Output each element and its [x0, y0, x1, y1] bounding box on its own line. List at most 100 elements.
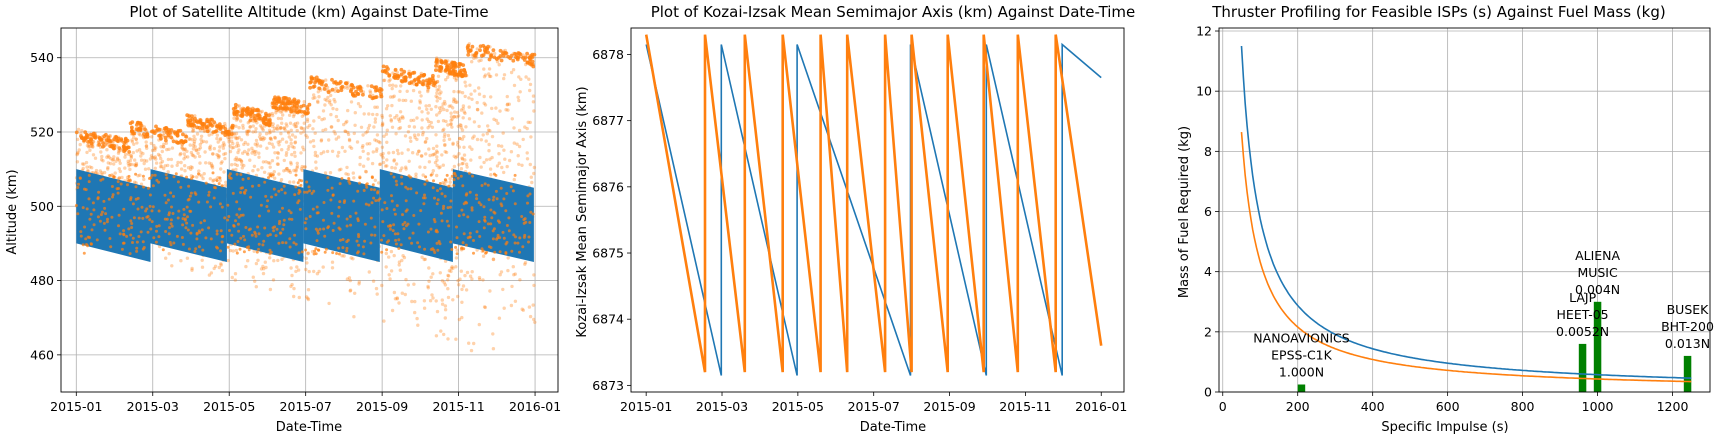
altitude-orange-point [394, 132, 398, 136]
altitude-orange-point [223, 216, 227, 220]
altitude-orange-point [164, 201, 168, 205]
altitude-orange-point [385, 140, 389, 144]
altitude-orange-point [501, 51, 505, 56]
altitude-orange-point [189, 165, 193, 169]
altitude-orange-point [311, 207, 315, 211]
altitude-orange-point [406, 148, 410, 152]
thruster-bar-label-line: BHT-200 [1661, 319, 1714, 334]
altitude-orange-point [492, 195, 496, 199]
altitude-orange-point [414, 172, 418, 176]
altitude-y-tick-label: 480 [30, 273, 54, 288]
altitude-orange-point [487, 149, 491, 153]
altitude-orange-point [505, 164, 509, 169]
altitude-orange-point [253, 279, 257, 283]
altitude-orange-point [374, 85, 379, 89]
altitude-orange-point [254, 285, 258, 289]
semimajor-blue-line [645, 42, 1102, 376]
altitude-orange-point [460, 91, 465, 95]
altitude-orange-point [440, 279, 445, 283]
altitude-orange-point [96, 215, 100, 219]
altitude-orange-point [415, 191, 419, 195]
altitude-orange-point [278, 126, 282, 131]
altitude-orange-point [175, 133, 180, 138]
altitude-orange-point [268, 136, 272, 141]
altitude-orange-point [293, 154, 297, 158]
altitude-orange-point [412, 118, 416, 123]
altitude-orange-point [420, 110, 424, 114]
altitude-orange-point [491, 332, 495, 336]
altitude-orange-point [381, 220, 385, 224]
altitude-orange-point [101, 144, 105, 149]
altitude-orange-point [377, 181, 381, 185]
altitude-orange-point [236, 222, 240, 226]
altitude-orange-point [337, 150, 341, 155]
altitude-orange-point [482, 160, 486, 165]
altitude-orange-point [478, 155, 482, 160]
altitude-orange-point [259, 203, 263, 207]
altitude-orange-point [479, 203, 483, 207]
altitude-orange-point [396, 117, 401, 121]
altitude-orange-point [292, 241, 296, 245]
altitude-orange-point [327, 101, 332, 105]
altitude-orange-point [393, 166, 397, 170]
altitude-orange-point [276, 162, 280, 166]
altitude-orange-point [239, 173, 243, 176]
altitude-orange-point [295, 164, 300, 168]
altitude-x-tick-label: 2015-09 [356, 399, 408, 414]
altitude-orange-point [347, 179, 351, 183]
altitude-orange-point [273, 135, 277, 140]
altitude-orange-point [250, 233, 254, 237]
altitude-orange-point [310, 76, 314, 81]
altitude-orange-point [397, 301, 401, 305]
altitude-orange-point [338, 238, 342, 242]
altitude-orange-point [441, 102, 445, 106]
altitude-orange-point [346, 172, 350, 177]
altitude-orange-point [373, 178, 377, 182]
altitude-orange-point [345, 165, 349, 170]
altitude-orange-point [152, 146, 157, 151]
altitude-orange-point [472, 251, 475, 255]
altitude-orange-point [226, 130, 230, 134]
altitude-orange-point [433, 152, 437, 156]
altitude-orange-point [345, 224, 349, 228]
altitude-orange-point [279, 125, 283, 130]
altitude-orange-point [437, 84, 442, 89]
altitude-orange-point [358, 176, 362, 180]
altitude-orange-point [407, 71, 411, 76]
altitude-orange-point [126, 161, 130, 166]
altitude-orange-point [275, 126, 279, 131]
altitude-orange-point [373, 117, 378, 121]
altitude-orange-point [532, 283, 536, 288]
altitude-orange-point [284, 140, 289, 144]
altitude-orange-point [446, 274, 451, 278]
altitude-orange-point [375, 133, 380, 137]
altitude-orange-point [277, 189, 281, 193]
altitude-orange-point [442, 182, 446, 186]
altitude-orange-point [382, 69, 387, 74]
altitude-orange-point [423, 257, 427, 261]
altitude-orange-point [497, 152, 501, 156]
altitude-orange-point [223, 133, 228, 138]
altitude-orange-point [200, 228, 204, 232]
altitude-orange-point [319, 151, 323, 156]
altitude-orange-point [83, 130, 88, 135]
altitude-orange-point [365, 182, 369, 186]
altitude-orange-point [101, 141, 105, 146]
altitude-orange-point [123, 152, 128, 156]
altitude-orange-point [399, 243, 403, 247]
altitude-orange-point [494, 106, 498, 110]
altitude-orange-point [512, 126, 516, 130]
altitude-orange-point [296, 99, 301, 104]
altitude-orange-point [246, 152, 250, 157]
altitude-orange-point [449, 122, 453, 127]
altitude-orange-point [200, 265, 205, 269]
altitude-orange-point [260, 109, 264, 114]
altitude-orange-point [436, 248, 440, 252]
altitude-orange-point [207, 161, 211, 165]
altitude-orange-point [186, 215, 189, 219]
altitude-orange-point [467, 171, 471, 175]
altitude-orange-point [380, 123, 384, 128]
altitude-orange-point [184, 226, 188, 230]
altitude-orange-point [181, 223, 185, 227]
altitude-orange-point [464, 243, 468, 247]
